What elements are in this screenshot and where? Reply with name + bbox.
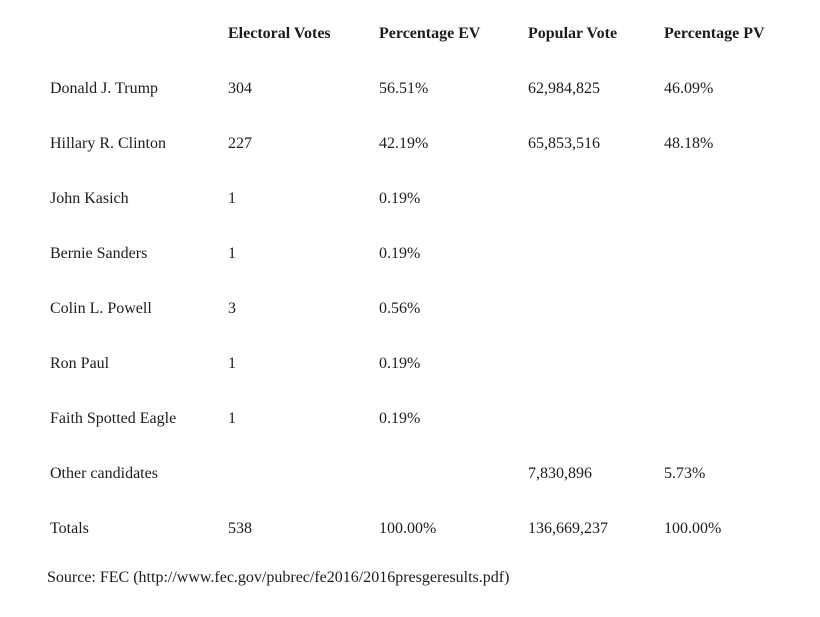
table-row: John Kasich 1 0.19%: [50, 171, 820, 226]
cell-candidate-name: Ron Paul: [50, 354, 110, 372]
cell-candidate-name: Colin L. Powell: [50, 299, 152, 317]
cell-percentage-pv: 48.18%: [664, 134, 714, 152]
cell-electoral-votes: 1: [228, 354, 236, 372]
cell-percentage-ev: 56.51%: [379, 79, 429, 97]
cell-electoral-votes: 3: [228, 299, 236, 317]
cell-percentage-pv: 100.00%: [664, 519, 722, 537]
cell-electoral-votes: 1: [228, 409, 236, 427]
cell-electoral-votes: 1: [228, 189, 236, 207]
cell-electoral-votes: 227: [228, 134, 252, 152]
table-row: Other candidates 7,830,896 5.73%: [50, 446, 820, 501]
cell-candidate-name: Totals: [50, 519, 89, 537]
cell-percentage-pv: 46.09%: [664, 79, 714, 97]
cell-percentage-ev: 0.19%: [379, 409, 421, 427]
cell-electoral-votes: 304: [228, 79, 252, 97]
cell-candidate-name: Donald J. Trump: [50, 79, 159, 97]
cell-percentage-ev: 0.19%: [379, 354, 421, 372]
header-electoral-votes: Electoral Votes: [228, 24, 331, 42]
cell-candidate-name: Bernie Sanders: [50, 244, 148, 262]
table-row: Colin L. Powell 3 0.56%: [50, 281, 820, 336]
cell-percentage-pv: 5.73%: [664, 464, 706, 482]
cell-candidate-name: Faith Spotted Eagle: [50, 409, 177, 427]
table-row: Donald J. Trump 304 56.51% 62,984,825 46…: [50, 61, 820, 116]
table-header-row: Electoral Votes Percentage EV Popular Vo…: [50, 6, 820, 61]
header-percentage-ev: Percentage EV: [379, 24, 481, 42]
table-row: Bernie Sanders 1 0.19%: [50, 226, 820, 281]
table-row: Hillary R. Clinton 227 42.19% 65,853,516…: [50, 116, 820, 171]
cell-percentage-ev: 42.19%: [379, 134, 429, 152]
cell-electoral-votes: 538: [228, 519, 252, 537]
cell-percentage-ev: 0.56%: [379, 299, 421, 317]
cell-candidate-name: John Kasich: [50, 189, 129, 207]
header-popular-vote: Popular Vote: [528, 24, 618, 42]
cell-candidate-name: Other candidates: [50, 464, 158, 482]
election-results-table: Electoral Votes Percentage EV Popular Vo…: [0, 6, 820, 556]
source-citation: Source: FEC (http://www.fec.gov/pubrec/f…: [47, 569, 510, 586]
cell-electoral-votes: 1: [228, 244, 236, 262]
cell-popular-vote: 136,669,237: [528, 519, 608, 537]
cell-popular-vote: 7,830,896: [528, 464, 592, 482]
table-row: Ron Paul 1 0.19%: [50, 336, 820, 391]
cell-candidate-name: Hillary R. Clinton: [50, 134, 166, 152]
cell-percentage-ev: 100.00%: [379, 519, 437, 537]
table-row: Faith Spotted Eagle 1 0.19%: [50, 391, 820, 446]
table-row-totals: Totals 538 100.00% 136,669,237 100.00%: [50, 501, 820, 556]
cell-percentage-ev: 0.19%: [379, 244, 421, 262]
header-percentage-pv: Percentage PV: [664, 24, 765, 42]
cell-popular-vote: 62,984,825: [528, 79, 600, 97]
cell-percentage-ev: 0.19%: [379, 189, 421, 207]
cell-popular-vote: 65,853,516: [528, 134, 600, 152]
